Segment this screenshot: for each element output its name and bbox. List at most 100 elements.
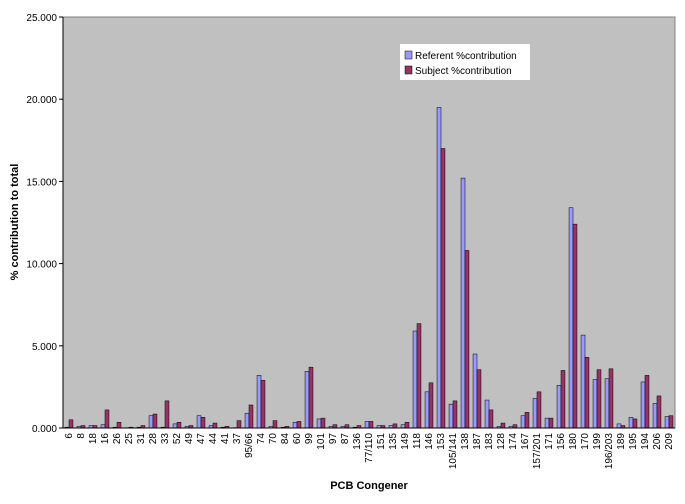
bar <box>572 223 578 429</box>
x-tick-label: 151 <box>376 433 387 450</box>
x-tick-label: 52 <box>172 433 183 445</box>
bar <box>248 404 254 429</box>
bar <box>608 368 614 429</box>
bar <box>260 380 266 429</box>
bar <box>368 421 374 429</box>
x-tick-label: 187 <box>472 433 483 450</box>
bar <box>424 391 430 429</box>
x-tick-label: 18 <box>88 433 99 445</box>
x-tick-label: 128 <box>496 433 507 450</box>
bar <box>616 423 622 429</box>
bar <box>200 417 206 429</box>
x-tick-label: 157/201 <box>532 433 543 470</box>
bar <box>152 413 158 429</box>
x-tick-label: 194 <box>640 433 651 450</box>
bar <box>568 207 574 429</box>
legend-label: Referent %contribution <box>415 51 517 62</box>
legend-label: Subject %contribution <box>415 66 512 77</box>
bar <box>176 421 182 429</box>
x-tick-label: 95/66 <box>244 433 255 458</box>
bar <box>472 353 478 429</box>
bar <box>172 423 178 429</box>
x-tick-label: 105/141 <box>448 433 459 470</box>
bar <box>116 421 122 429</box>
x-tick-label: 41 <box>220 433 231 445</box>
x-tick-label: 209 <box>664 433 675 450</box>
x-tick-label: 170 <box>580 433 591 450</box>
x-tick-label: 37 <box>232 433 243 445</box>
bar <box>440 148 446 429</box>
bar <box>236 420 242 429</box>
x-tick-label: 87 <box>340 433 351 445</box>
x-tick-label: 146 <box>424 433 435 450</box>
x-tick-label: 118 <box>412 433 423 449</box>
y-tick-label: 25.000 <box>26 13 57 24</box>
x-tick-label: 167 <box>520 433 531 450</box>
bar <box>392 423 398 429</box>
x-tick-label: 31 <box>136 433 147 445</box>
x-tick-label: 183 <box>484 433 495 450</box>
x-tick-label: 180 <box>568 433 579 450</box>
x-tick-label: 149 <box>400 433 411 450</box>
legend-swatch <box>404 65 413 75</box>
x-tick-label: 99 <box>304 433 315 445</box>
bar <box>448 403 454 429</box>
bar <box>436 107 442 429</box>
x-tick-label: 171 <box>544 433 555 450</box>
legend-box <box>400 44 530 80</box>
bar <box>460 177 466 429</box>
bar <box>256 375 262 429</box>
x-tick-label: 153 <box>436 433 447 450</box>
x-tick-label: 174 <box>508 433 519 450</box>
x-tick-label: 8 <box>76 433 87 439</box>
bar <box>656 395 662 429</box>
x-tick-label: 101 <box>316 433 327 450</box>
bar <box>364 421 370 429</box>
bar <box>644 375 650 429</box>
bar <box>296 421 302 429</box>
bar <box>452 400 458 429</box>
y-axis-title: % contribution to total <box>9 164 21 281</box>
bar <box>316 418 322 429</box>
bar <box>304 371 310 429</box>
x-tick-label: 25 <box>124 433 135 445</box>
x-tick-label: 195 <box>628 433 639 450</box>
bar <box>668 415 674 429</box>
x-tick-label: 60 <box>292 433 303 445</box>
x-tick-label: 74 <box>256 433 267 445</box>
bar <box>640 381 646 429</box>
x-tick-label: 6 <box>64 433 75 439</box>
y-tick-label: 15.000 <box>26 177 57 188</box>
bar <box>584 357 590 429</box>
x-tick-label: 156 <box>556 433 567 450</box>
bar <box>556 385 562 429</box>
bar <box>308 366 314 429</box>
x-tick-label: 136 <box>352 433 363 450</box>
x-axis-title: PCB Congener <box>330 480 408 492</box>
legend: Referent %contribution Subject %contribut… <box>400 44 530 80</box>
legend-swatch <box>404 50 413 60</box>
bar <box>544 417 550 429</box>
bar <box>148 415 154 429</box>
bar <box>628 417 634 429</box>
x-tick-label: 189 <box>616 433 627 450</box>
x-tick-label: 138 <box>460 433 471 450</box>
bar <box>524 412 530 429</box>
bar <box>404 421 410 429</box>
x-tick-label: 84 <box>280 433 291 445</box>
x-tick-label: 16 <box>100 433 111 445</box>
x-tick-label: 206 <box>652 433 663 450</box>
bar <box>560 370 566 429</box>
bar <box>104 409 110 429</box>
x-tick-label: 49 <box>184 433 195 445</box>
x-tick-label: 28 <box>148 433 159 445</box>
bar <box>484 399 490 429</box>
bar <box>196 415 202 429</box>
x-tick-label: 33 <box>160 433 171 445</box>
bar <box>596 369 602 429</box>
bar <box>292 421 298 429</box>
bar <box>548 417 554 429</box>
bar <box>212 422 218 429</box>
x-tick-label: 47 <box>196 433 207 445</box>
bar <box>488 409 494 429</box>
